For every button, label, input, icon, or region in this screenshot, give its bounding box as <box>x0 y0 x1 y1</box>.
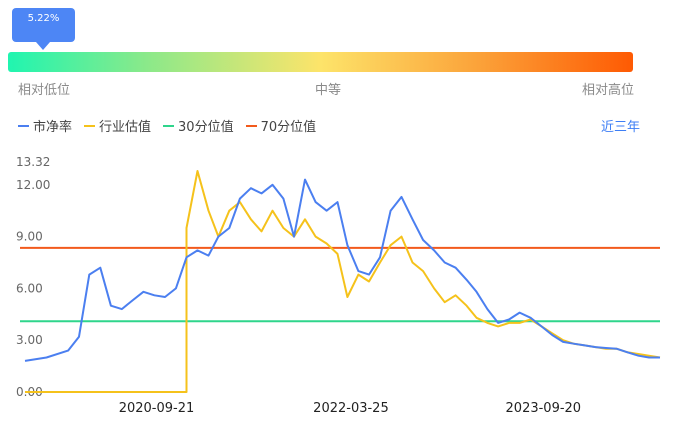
x-axis-ticks: 2020-09-21 2022-03-25 2023-09-20 <box>119 401 581 416</box>
gauge-mid-label: 中等 <box>315 83 342 98</box>
market-pb-line <box>24 178 660 362</box>
percentile-tooltip: 5.22% <box>12 8 75 42</box>
gauge-low-label: 相对低位 <box>18 83 71 98</box>
legend-label-industry-pb: 行业估值 <box>99 120 152 135</box>
series-lines <box>24 170 661 393</box>
percentile-value: 5.22% <box>27 13 60 24</box>
legend-swatch-p30 <box>163 124 175 127</box>
legend-swatch-industry-pb <box>84 124 96 127</box>
tooltip-arrow-icon <box>36 42 50 50</box>
chart-legend: 市净率 行业估值 30分位值 70分位值 <box>18 116 328 135</box>
y-tick-label: 9.00 <box>16 230 43 244</box>
range-selector-three-years[interactable]: 近三年 <box>600 120 640 135</box>
industry-pb-line <box>25 170 661 393</box>
y-tick-label: 12.00 <box>16 178 50 192</box>
legend-item-p70[interactable]: 70分位值 <box>245 116 317 135</box>
y-tick-label: 6.00 <box>16 281 43 295</box>
x-tick-label: 2022-03-25 <box>313 401 389 416</box>
legend-item-industry-pb[interactable]: 行业估值 <box>84 116 151 135</box>
gauge-high-label: 相对高位 <box>582 83 635 98</box>
reference-lines <box>20 246 660 323</box>
legend-item-market-pb[interactable]: 市净率 <box>18 116 72 135</box>
legend-label-p30: 30分位值 <box>178 120 234 135</box>
legend-swatch-market-pb <box>18 124 29 127</box>
legend-label-market-pb: 市净率 <box>33 120 73 135</box>
legend-label-p70: 70分位值 <box>260 120 317 135</box>
valuation-gauge-bar <box>8 52 633 72</box>
legend-swatch-p70 <box>245 124 257 127</box>
y-tick-label: 13.32 <box>16 155 50 169</box>
legend-item-p30[interactable]: 30分位值 <box>163 116 234 135</box>
x-tick-label: 2023-09-20 <box>506 401 582 416</box>
x-tick-label: 2020-09-21 <box>119 401 195 416</box>
y-tick-label: 3.00 <box>16 333 43 347</box>
